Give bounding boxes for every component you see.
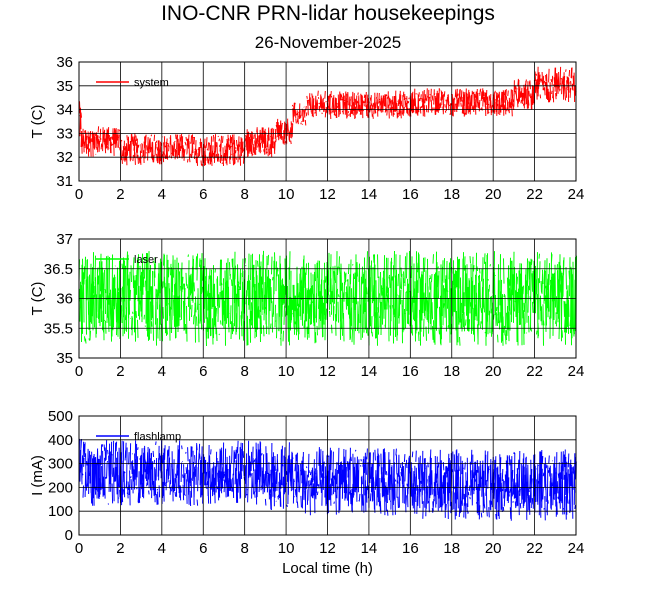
plot-frame <box>78 415 577 536</box>
x-tick-label: 10 <box>278 363 295 380</box>
x-tick-label: 20 <box>485 540 502 557</box>
y-axis-label: I (mA) <box>29 455 46 496</box>
x-tick-label: 0 <box>75 540 83 557</box>
x-tick-label: 22 <box>526 540 543 557</box>
figure-title: INO-CNR PRN-lidar housekeepings <box>161 2 495 25</box>
y-tick-label: 37 <box>56 231 73 248</box>
y-tick-label: 0 <box>65 527 73 544</box>
plot-frame <box>78 238 577 359</box>
x-tick-label: 14 <box>361 540 378 557</box>
y-tick-label: 200 <box>48 479 73 496</box>
x-tick-label: 6 <box>199 540 207 557</box>
x-tick-label: 0 <box>75 363 83 380</box>
x-tick-label: 4 <box>158 363 166 380</box>
x-tick-label: 14 <box>361 186 378 203</box>
x-tick-label: 6 <box>199 363 207 380</box>
y-tick-label: 100 <box>48 503 73 520</box>
x-tick-label: 12 <box>319 363 336 380</box>
y-tick-label: 32 <box>56 149 73 166</box>
x-tick-label: 14 <box>361 363 378 380</box>
x-tick-label: 20 <box>485 186 502 203</box>
y-tick-label: 36 <box>56 291 73 308</box>
legend-label: flashlamp <box>134 431 181 443</box>
y-tick-label: 35 <box>56 350 73 367</box>
x-tick-label: 6 <box>199 186 207 203</box>
y-tick-label: 36 <box>56 54 73 71</box>
x-tick-label: 10 <box>278 540 295 557</box>
y-tick-label: 31 <box>56 173 73 190</box>
x-tick-label: 24 <box>568 540 585 557</box>
x-tick-label: 4 <box>158 186 166 203</box>
x-tick-label: 4 <box>158 540 166 557</box>
x-tick-label: 2 <box>116 540 124 557</box>
figure-subtitle: 26-November-2025 <box>255 33 401 52</box>
x-tick-label: 2 <box>116 186 124 203</box>
x-tick-label: 0 <box>75 186 83 203</box>
y-tick-label: 35 <box>56 78 73 95</box>
y-tick-label: 34 <box>56 102 73 119</box>
y-axis-label: T (C) <box>29 105 46 139</box>
x-tick-label: 22 <box>526 186 543 203</box>
legend-label: laser <box>134 254 158 266</box>
y-axis-label: T (C) <box>29 282 46 316</box>
x-axis-label: Local time (h) <box>282 560 373 577</box>
x-tick-label: 18 <box>443 363 460 380</box>
y-tick-label: 500 <box>48 408 73 425</box>
x-tick-label: 22 <box>526 363 543 380</box>
y-tick-label: 300 <box>48 456 73 473</box>
x-tick-label: 24 <box>568 363 585 380</box>
x-tick-label: 8 <box>240 363 248 380</box>
x-tick-label: 12 <box>319 540 336 557</box>
x-tick-label: 8 <box>240 186 248 203</box>
x-tick-label: 20 <box>485 363 502 380</box>
x-tick-label: 2 <box>116 363 124 380</box>
x-tick-label: 8 <box>240 540 248 557</box>
y-tick-label: 400 <box>48 432 73 449</box>
x-tick-label: 16 <box>402 186 419 203</box>
x-tick-label: 18 <box>443 186 460 203</box>
legend-label: system <box>134 77 169 89</box>
x-tick-label: 10 <box>278 186 295 203</box>
plot-frame <box>78 61 577 182</box>
y-tick-label: 36.5 <box>44 261 73 278</box>
x-tick-label: 12 <box>319 186 336 203</box>
y-tick-label: 35.5 <box>44 320 73 337</box>
y-tick-label: 33 <box>56 125 73 142</box>
x-tick-label: 16 <box>402 363 419 380</box>
x-tick-label: 24 <box>568 186 585 203</box>
x-tick-label: 18 <box>443 540 460 557</box>
x-tick-label: 16 <box>402 540 419 557</box>
